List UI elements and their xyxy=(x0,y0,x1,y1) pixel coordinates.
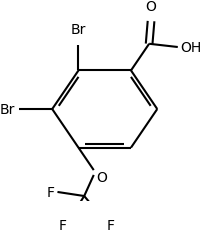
Text: F: F xyxy=(47,185,54,199)
Text: F: F xyxy=(106,218,114,231)
Text: O: O xyxy=(145,0,156,14)
Text: F: F xyxy=(58,218,66,231)
Text: OH: OH xyxy=(180,41,201,55)
Text: Br: Br xyxy=(70,23,86,37)
Text: O: O xyxy=(95,170,106,184)
Text: Br: Br xyxy=(0,103,15,116)
